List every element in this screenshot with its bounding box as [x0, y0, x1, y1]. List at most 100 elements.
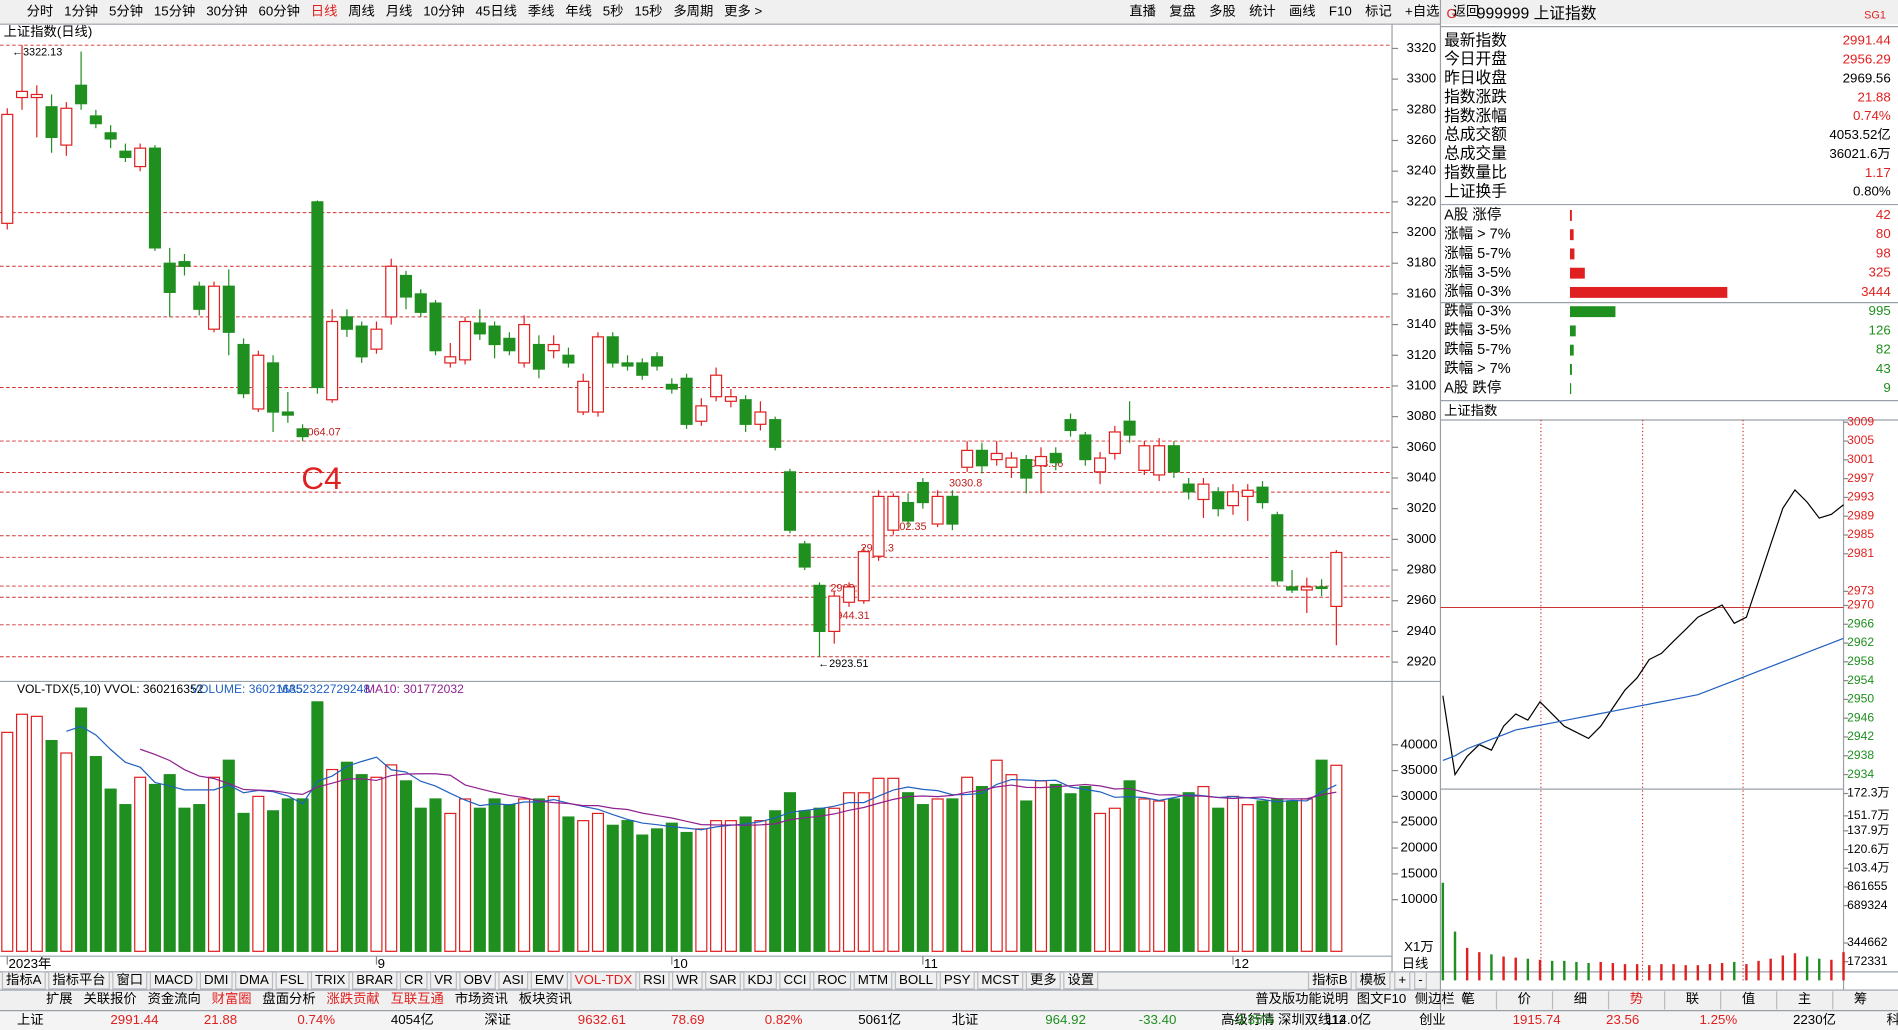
y-tick-label: 2950	[1847, 692, 1874, 706]
side-tab[interactable]: 值	[1742, 991, 1755, 1006]
indicator-tab[interactable]: 窗口	[117, 971, 144, 987]
toolbar-button[interactable]: F10	[1329, 4, 1352, 19]
toolbar-button[interactable]: 画线	[1289, 4, 1316, 19]
indicator-tab[interactable]: ROC	[817, 972, 847, 987]
indicator-tab[interactable]: TRIX	[315, 972, 345, 987]
indicator-tab[interactable]: DMI	[204, 972, 228, 987]
indicator-tab-border	[743, 971, 777, 990]
period-tab[interactable]: 15分钟	[154, 3, 195, 19]
indicator-tab[interactable]: CCI	[784, 972, 807, 987]
indicator-tab[interactable]: DMA	[239, 972, 269, 987]
extra-tab[interactable]: 市场资讯	[455, 990, 508, 1006]
period-tab[interactable]: 15秒	[634, 4, 662, 19]
side-tab[interactable]: 主	[1798, 991, 1811, 1006]
side-tab[interactable]: 价	[1518, 991, 1531, 1006]
indicator-tab[interactable]: 指标A	[6, 972, 42, 987]
toolbar-button[interactable]: 多股	[1209, 3, 1236, 19]
y-tick-label: 10000	[1401, 891, 1438, 906]
indicator-tab[interactable]: BRAR	[356, 972, 393, 987]
side-tab[interactable]: 细	[1574, 991, 1587, 1006]
y-tick-label: 3001	[1847, 452, 1874, 466]
volume-bar	[193, 804, 206, 952]
extra-tab[interactable]: 盘面分析	[262, 990, 315, 1006]
extra-tab[interactable]: 普及版功能说明	[1255, 991, 1348, 1006]
extra-tab[interactable]: 关联报价	[83, 991, 136, 1006]
indicator-tab[interactable]: MACD	[154, 972, 193, 987]
toolbar-button[interactable]: 直播	[1129, 4, 1156, 19]
volume-bar	[1079, 785, 1092, 952]
indicator-tab[interactable]: +	[1398, 972, 1406, 987]
volume-bar	[650, 828, 664, 952]
toolbar-button[interactable]: 标记	[1365, 4, 1392, 19]
extra-tab[interactable]: 资金流向	[148, 991, 201, 1006]
indicator-tab[interactable]: 指标平台	[52, 972, 105, 987]
period-tab[interactable]: 30分钟	[206, 3, 247, 19]
side-tab[interactable]: 势	[1630, 991, 1643, 1006]
extra-tab[interactable]: 扩展	[46, 991, 73, 1006]
period-tab[interactable]: 周线	[348, 4, 375, 19]
indicator-tab[interactable]: WR	[676, 972, 698, 987]
indicator-tab[interactable]: VOL-TDX	[575, 972, 633, 987]
volume-bar	[1271, 798, 1284, 952]
indicator-tab[interactable]: FSL	[280, 972, 304, 987]
side-tab[interactable]: 联	[1686, 991, 1699, 1006]
side-tab[interactable]: 笔	[1462, 991, 1475, 1006]
candle-body	[281, 411, 294, 416]
extra-tab[interactable]: 涨跌贡献	[327, 991, 380, 1006]
period-tab[interactable]: 多周期	[673, 3, 713, 19]
indicator-tab[interactable]: 模板	[1360, 972, 1387, 987]
period-tab[interactable]: 分时	[27, 4, 54, 19]
period-tab[interactable]: 45日线	[476, 4, 517, 19]
volume-bar	[783, 792, 796, 952]
indicator-tab[interactable]: 指标B	[1312, 972, 1348, 987]
indicator-tab[interactable]: MTM	[858, 972, 888, 987]
period-tab[interactable]: 60分钟	[258, 3, 299, 19]
extra-tab[interactable]: 侧边栏《	[1415, 991, 1468, 1006]
period-tab[interactable]: 5分钟	[109, 3, 143, 19]
extra-tab[interactable]: 互联互通	[391, 991, 444, 1006]
indicator-tab[interactable]: 更多	[1030, 971, 1057, 987]
status-item: 0.74%	[297, 1012, 335, 1027]
side-tab[interactable]: 筹	[1854, 990, 1867, 1006]
volume-bar	[606, 824, 619, 952]
indicator-tab[interactable]: KDJ	[748, 972, 773, 987]
y-tick-label: 120.6万	[1847, 842, 1889, 856]
volume-bar	[1285, 800, 1299, 952]
period-tab[interactable]: 更多 >	[724, 3, 762, 19]
toolbar-button[interactable]: 复盘	[1169, 3, 1196, 19]
period-tab[interactable]: 10分钟	[423, 3, 464, 19]
indicator-tab[interactable]: BOLL	[899, 972, 933, 987]
volume-bar	[1138, 798, 1151, 952]
volume-bar	[399, 780, 413, 952]
status-item: 上证	[17, 1012, 44, 1027]
period-tab[interactable]: 季线	[528, 4, 555, 19]
indicator-tab[interactable]: MCST	[981, 972, 1019, 987]
toolbar-button[interactable]: 返回	[1453, 4, 1480, 19]
period-tab[interactable]: 年线	[565, 4, 592, 19]
candle-body	[518, 323, 531, 364]
period-tab[interactable]: 5秒	[603, 4, 624, 19]
volume-bar	[503, 804, 516, 952]
extra-tab[interactable]: 图文F10	[1357, 991, 1407, 1006]
extra-tab[interactable]: 财富圈	[212, 990, 252, 1006]
indicator-tab[interactable]: EMV	[535, 972, 564, 987]
extra-tab[interactable]: 板块资讯	[519, 991, 572, 1006]
toolbar-button[interactable]: 统计	[1249, 4, 1276, 19]
toolbar-button[interactable]: +自选	[1405, 4, 1439, 19]
indicator-tab[interactable]: CR	[404, 972, 423, 987]
volume-bar	[134, 776, 147, 952]
indicator-tab[interactable]: RSI	[643, 972, 665, 987]
indicator-tab[interactable]: VR	[434, 972, 452, 987]
volume-bar	[89, 756, 102, 952]
indicator-tab[interactable]: PSY	[944, 972, 971, 987]
intraday-volume-bar	[1648, 965, 1651, 981]
period-tab[interactable]: 月线	[386, 4, 413, 19]
indicator-tab[interactable]: ASI	[503, 972, 524, 987]
indicator-tab[interactable]: OBV	[464, 972, 492, 987]
period-tab[interactable]: 日线	[311, 4, 338, 19]
indicator-tab[interactable]: SAR	[709, 972, 736, 987]
indicator-tab[interactable]: -	[1418, 972, 1422, 987]
period-tab[interactable]: 1分钟	[64, 3, 98, 19]
indicator-tab[interactable]: 设置	[1067, 972, 1094, 987]
quote-label: 指数涨跌	[1444, 88, 1507, 106]
